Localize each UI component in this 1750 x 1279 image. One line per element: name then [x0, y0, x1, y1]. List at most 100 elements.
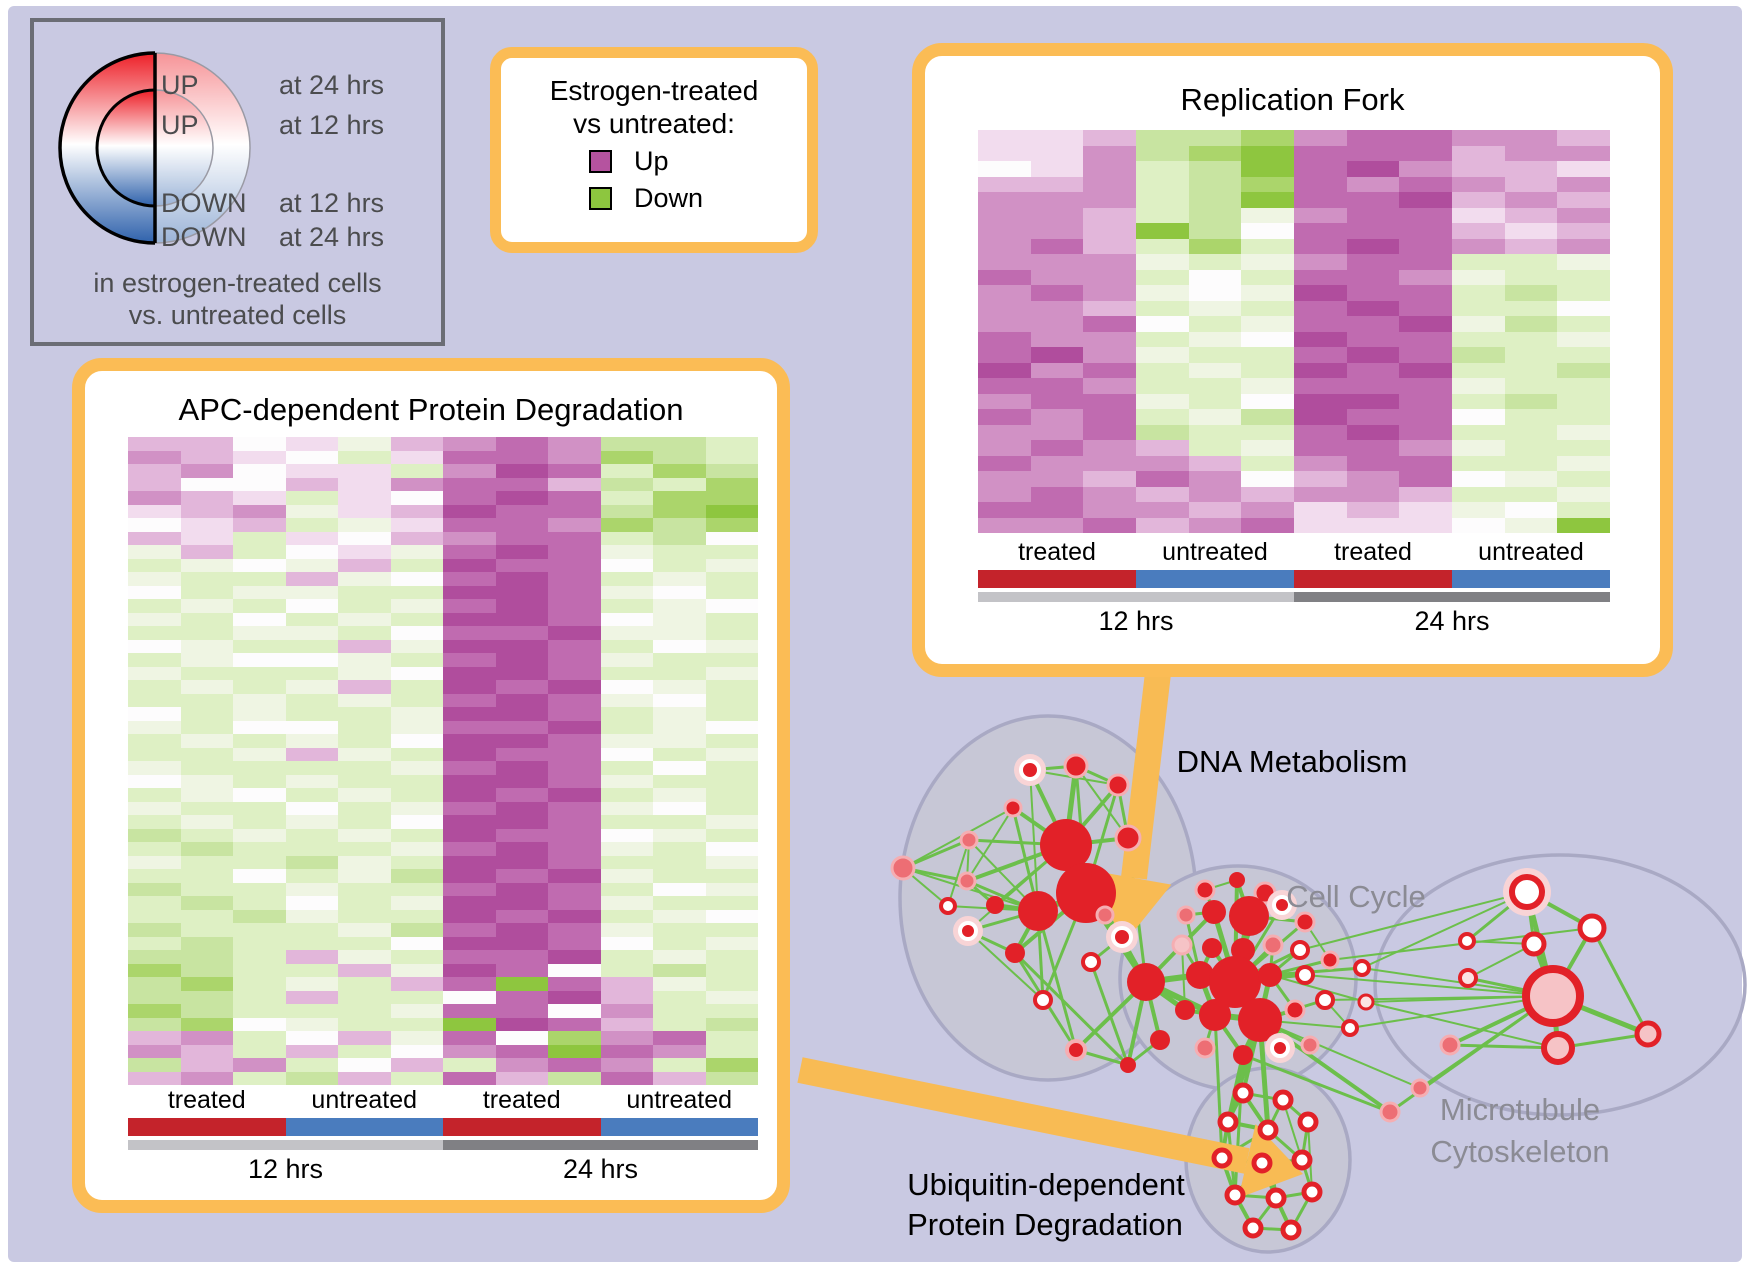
heatmap-cell [285, 531, 338, 545]
heatmap-cell [180, 572, 233, 586]
heatmap-cell [1188, 486, 1242, 502]
heatmap-cell [705, 572, 758, 586]
heatmap-cell [1399, 409, 1452, 425]
condition-bar [1136, 570, 1294, 588]
heatmap-cell [1452, 455, 1505, 471]
time-label: 24 hrs [562, 1154, 639, 1184]
heatmap-cell [1452, 440, 1505, 456]
heatmap-cell [1346, 378, 1400, 394]
heatmap-cell [1399, 502, 1452, 518]
heatmap-cell [1346, 223, 1400, 239]
heatmap-cell [285, 720, 338, 734]
heatmap-cell [443, 518, 496, 532]
heatmap-cell [180, 869, 233, 883]
heatmap-cell [978, 378, 1031, 394]
heatmap-cell [495, 1017, 548, 1031]
heatmap-cell [978, 424, 1031, 440]
heatmap-cell [1136, 192, 1189, 208]
condition-label: untreated [626, 1086, 733, 1114]
heatmap-cell [1557, 269, 1610, 285]
heatmap-cell [390, 950, 443, 964]
heatmap-cell [233, 626, 286, 640]
heatmap-cell [285, 815, 338, 829]
heatmap-cell [443, 842, 496, 856]
heatmap-cell [653, 734, 706, 748]
heatmap-cell [233, 896, 286, 910]
heatmap-cell [1399, 207, 1452, 223]
network-node [1541, 1031, 1575, 1065]
heatmap-cell [285, 464, 338, 478]
heatmap-cell [180, 909, 233, 923]
heatmap-cell [285, 504, 338, 518]
heatmap-cell [1030, 207, 1084, 223]
heatmap-cell [1504, 207, 1558, 223]
condition-label: treated [167, 1086, 246, 1114]
heatmap-cell [705, 950, 758, 964]
heatmap-cell [705, 626, 758, 640]
network-node [1150, 1030, 1170, 1050]
heatmap-cell [495, 882, 548, 896]
condition-bar [443, 1118, 601, 1136]
heatmap-cell [180, 1071, 233, 1085]
network-edge [1269, 974, 1367, 1003]
heatmap-cell [1030, 145, 1084, 161]
heatmap-cell [1083, 269, 1136, 285]
heatmap-cell [1241, 424, 1294, 440]
heatmap-cell [128, 1071, 181, 1085]
heatmap-cell [233, 653, 286, 667]
heatmap-cell [705, 545, 758, 559]
heatmap-cell [1241, 362, 1294, 378]
heatmap-cell [443, 653, 496, 667]
heatmap-cell [443, 504, 496, 518]
heatmap-cell [338, 720, 391, 734]
heatmap-cell [1399, 145, 1452, 161]
heatmap-cell [1136, 455, 1189, 471]
heatmap-cell [705, 558, 758, 572]
heatmap-cell [600, 761, 653, 775]
heatmap-cell [548, 491, 601, 505]
heatmap-cell [1083, 347, 1136, 363]
heatmap-cell [1557, 145, 1610, 161]
heatmap-cell [1504, 223, 1558, 239]
heatmap-cell [1294, 269, 1347, 285]
heatmap-cell [653, 801, 706, 815]
heatmap-cell [978, 238, 1031, 254]
heatmap-cell [180, 504, 233, 518]
heatmap-cell [338, 1071, 391, 1085]
heatmap-cell [1452, 130, 1505, 146]
heatmap-cell [1346, 300, 1400, 316]
heatmap-cell [1294, 254, 1347, 270]
network-node [1272, 1089, 1294, 1111]
heatmap-cell [338, 896, 391, 910]
heatmap-cell [1083, 254, 1136, 270]
heatmap-cell [1346, 285, 1400, 301]
heatmap-cell [233, 774, 286, 788]
apc-degradation-heatmap [128, 437, 758, 1085]
heatmap-cell [548, 518, 601, 532]
condition-label: untreated [311, 1086, 418, 1114]
heatmap-cell [128, 653, 181, 667]
heatmap-cell [1294, 161, 1347, 177]
heatmap-cell [1241, 331, 1294, 347]
heatmap-cell [128, 477, 181, 491]
heatmap-cell [600, 1004, 653, 1018]
up-color-swatch [589, 150, 612, 173]
heatmap-cell [653, 599, 706, 613]
heatmap-cell [1399, 176, 1452, 192]
cluster-ellipse-microtubule-cytoskeleton [1373, 853, 1747, 1117]
heatmap-cell [128, 572, 181, 586]
heatmap-cell [1030, 424, 1084, 440]
heatmap-cell [233, 612, 286, 626]
heatmap-cell [653, 612, 706, 626]
heatmap-cell [705, 801, 758, 815]
heatmap-cell [285, 1044, 338, 1058]
replication-fork-panel: Replication Fork treated untreated treated… [912, 43, 1673, 677]
heatmap-cell [1557, 161, 1610, 177]
heatmap-cell [978, 393, 1031, 409]
heatmap-cell [338, 747, 391, 761]
heatmap-cell [1030, 176, 1084, 192]
heatmap-cell [443, 572, 496, 586]
heatmap-cell [390, 720, 443, 734]
heatmap-cell [548, 734, 601, 748]
network-node [1065, 1039, 1087, 1061]
